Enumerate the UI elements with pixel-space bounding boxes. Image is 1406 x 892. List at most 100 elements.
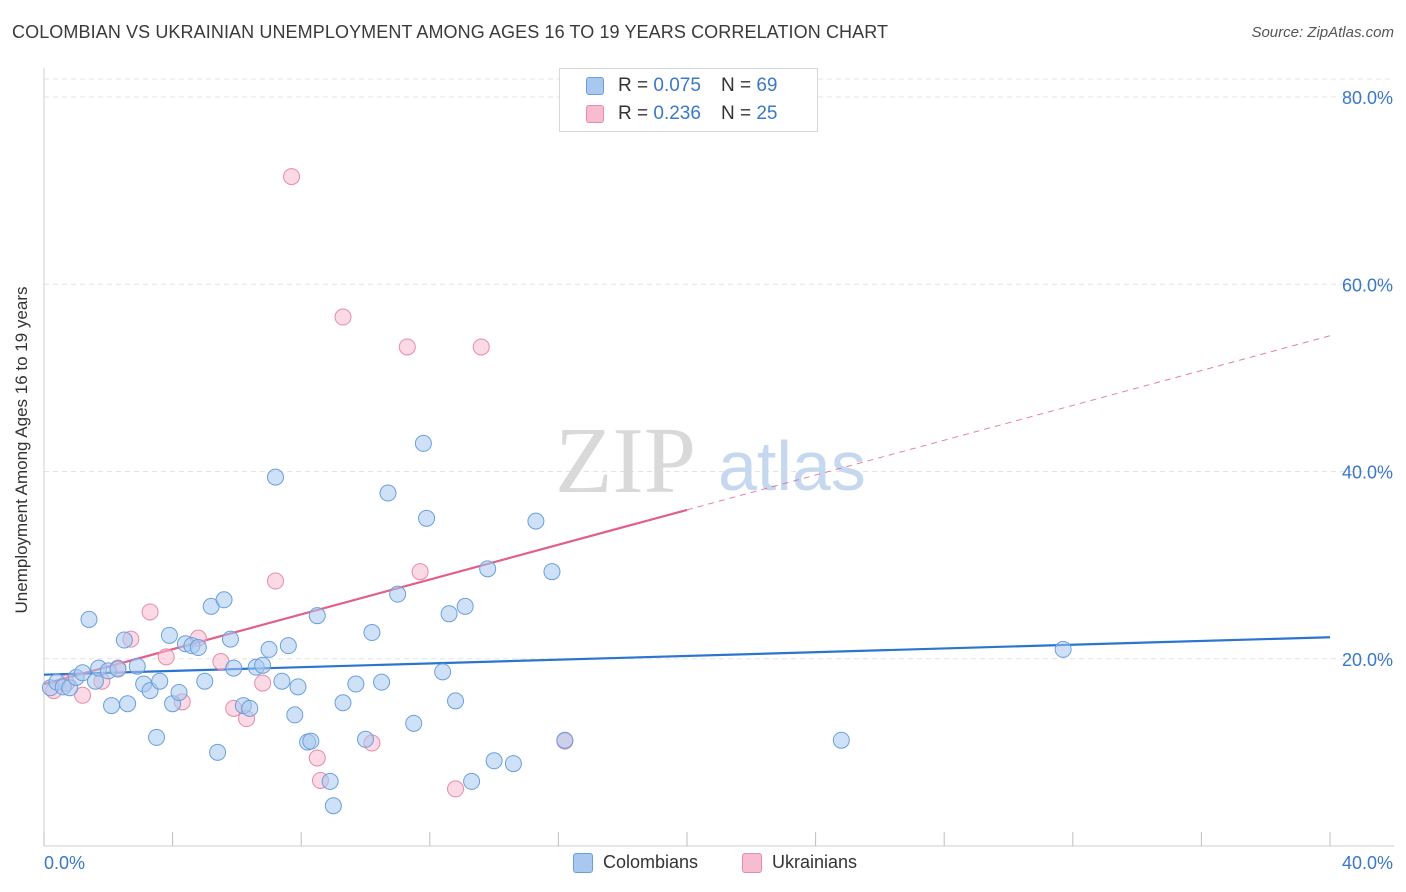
colombians-point (357, 730, 374, 748)
colombians-point (324, 797, 342, 815)
colombians-point (414, 434, 432, 452)
legend-n-label: N = (720, 103, 752, 124)
colombians-point (74, 664, 92, 682)
x-tick-label: 0.0% (44, 853, 85, 873)
ukrainians-point (157, 648, 175, 666)
ukrainians-point (254, 674, 272, 692)
y-tick-label: 20.0% (1342, 650, 1393, 670)
source-label: Source: ZipAtlas.com (1251, 24, 1394, 41)
colombians-point (260, 640, 278, 658)
colombians-point (405, 714, 423, 732)
colombians-point (148, 728, 166, 746)
x-tick-label: 40.0% (1342, 853, 1393, 873)
colombians-point (373, 673, 391, 691)
axes (43, 68, 1394, 847)
colombians-point (527, 512, 545, 530)
legend-row-ukrainians: R = 0.236 N = 25 (586, 102, 777, 126)
colombians-point (254, 656, 272, 674)
colombians-point (289, 678, 307, 696)
colombians-point (389, 585, 407, 603)
legend-r-value: 0.075 (653, 75, 701, 96)
colombians-point (556, 731, 574, 749)
ukrainians-point (447, 780, 465, 798)
colombians-point (832, 731, 850, 749)
colombians-point (543, 563, 561, 581)
tick-labels: 20.0% 40.0% 60.0% 80.0% 0.0% 40.0% (44, 88, 1393, 873)
legend-n-value: 25 (756, 103, 778, 124)
ukrainians-point (411, 563, 429, 581)
y-axis-label: Unemployment Among Ages 16 to 19 years (12, 286, 31, 614)
watermark-zip: ZIP (555, 409, 696, 513)
colombians-point (308, 607, 326, 625)
colombians-point (1054, 640, 1072, 658)
legend-n-label: N = (720, 75, 752, 96)
y-tick-label: 80.0% (1342, 88, 1393, 108)
colombians-point (115, 631, 133, 649)
colombians-point (504, 755, 522, 773)
watermark-atlas: atlas (718, 427, 866, 505)
legend-r-value: 0.236 (653, 103, 701, 124)
y-tick-label: 40.0% (1342, 463, 1393, 483)
ukrainians-point (398, 338, 416, 356)
ukrainians-point (141, 603, 159, 621)
watermark: ZIP atlas (555, 409, 866, 513)
colombians-point (151, 672, 169, 690)
y-tick-label: 60.0% (1342, 275, 1393, 295)
ukrainians-point (334, 308, 352, 326)
colombians-point (440, 605, 458, 623)
bottom-legend-swatch-ukrainians (742, 852, 762, 873)
colombians-point (109, 660, 127, 678)
bottom-legend-label: Ukrainians (772, 852, 858, 872)
colombians-point (266, 468, 284, 486)
legend-r-label: R = (618, 103, 649, 124)
grid-lines (44, 78, 1394, 660)
colombians-point (80, 610, 98, 628)
ukrainians-point (74, 686, 92, 704)
bottom-legend: Colombians Ukrainians (0, 852, 1406, 878)
colombians-point (279, 637, 297, 655)
bottom-legend-label: Colombians (603, 852, 699, 872)
ukrainians-trend-line-extension (686, 335, 1331, 511)
ukrainians-point (308, 749, 326, 767)
trend-lines (43, 335, 1331, 686)
legend-n-value: 69 (756, 75, 778, 96)
ukrainians-point (266, 572, 284, 590)
ukrainians-point (472, 338, 490, 356)
colombians-point (189, 639, 207, 657)
colombians-point (456, 597, 474, 615)
colombians-point (363, 624, 381, 642)
colombians-points (41, 434, 1072, 815)
colombians-point (119, 695, 137, 713)
legend-r-label: R = (618, 75, 649, 96)
ukrainians-point (283, 168, 301, 186)
legend: R = 0.075 N = 69 R = 0.236 N = 25 (559, 68, 818, 132)
colombians-point (485, 752, 503, 770)
colombians-point (128, 657, 146, 675)
colombians-point (434, 663, 452, 681)
legend-row-colombians: R = 0.075 N = 69 (586, 74, 777, 98)
colombians-point (196, 672, 214, 690)
ukrainians-trend-line (43, 508, 688, 686)
colombians-point (209, 743, 227, 761)
legend-swatch-ukrainians (586, 105, 604, 123)
colombians-point (347, 675, 365, 693)
colombians-point (221, 630, 239, 648)
y-axis-label-wrap: Unemployment Among Ages 16 to 19 years (2, 240, 42, 660)
colombians-point (160, 626, 178, 644)
colombians-point (103, 697, 121, 715)
colombians-point (286, 706, 304, 724)
colombians-point (463, 772, 481, 790)
colombians-point (479, 560, 497, 578)
colombians-point (418, 509, 436, 527)
bottom-legend-ukrainians: Ukrainians (742, 852, 857, 873)
bottom-legend-colombians: Colombians (573, 852, 698, 873)
colombians-point (447, 692, 465, 710)
chart-title: COLOMBIAN VS UKRAINIAN UNEMPLOYMENT AMON… (12, 22, 889, 42)
colombians-point (321, 772, 339, 790)
colombians-point (302, 732, 320, 750)
colombians-point (225, 659, 243, 677)
bottom-legend-swatch-colombians (573, 852, 593, 873)
colombians-point (241, 699, 259, 717)
legend-swatch-colombians (586, 77, 604, 95)
